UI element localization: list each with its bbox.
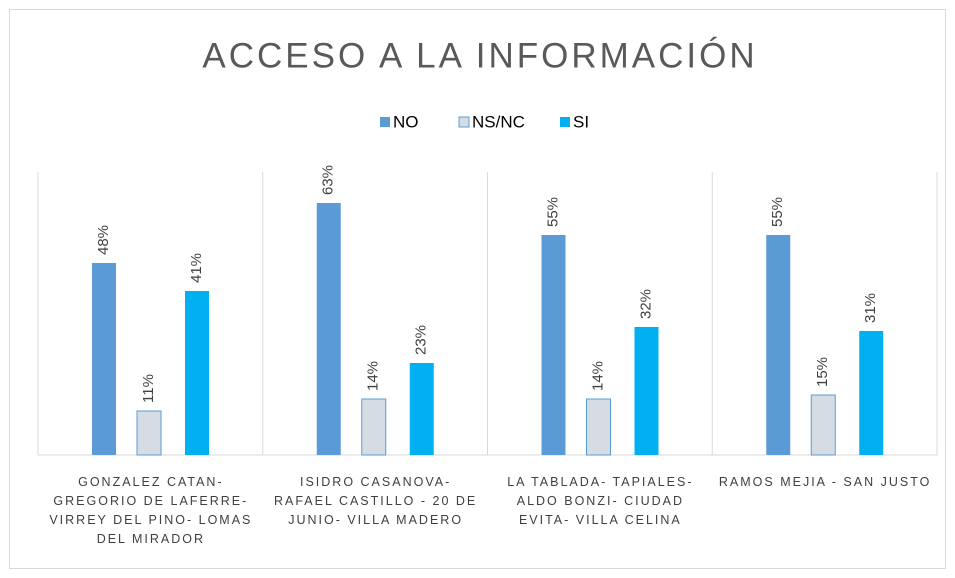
legend-swatch: [560, 117, 570, 127]
legend-label: SI: [573, 112, 589, 131]
legend-swatch: [458, 116, 470, 128]
bar: [859, 331, 884, 455]
bar: [409, 363, 434, 455]
legend-swatch: [380, 117, 390, 127]
data-label: 14%: [589, 361, 606, 391]
x-tick-label: RAMOS MEJIA - SAN JUSTO: [718, 475, 932, 489]
data-label: 14%: [365, 361, 382, 391]
bar: [634, 327, 659, 455]
bar: [766, 235, 791, 455]
data-label: 11%: [140, 374, 157, 403]
data-label: 48%: [95, 225, 112, 255]
bar: [92, 263, 116, 455]
data-label: 32%: [637, 289, 654, 319]
data-label: 55%: [769, 197, 786, 227]
data-label: 31%: [862, 293, 879, 323]
x-tick-label: GONZALEZ CATAN- GREGORIO DE LAFERRE- VIR…: [49, 475, 253, 546]
x-tick-label: LA TABLADA- TAPIALES- ALDO BONZI- CIUDAD…: [507, 475, 694, 527]
data-label: 15%: [814, 357, 831, 387]
x-tick-label: ISIDRO CASANOVA- RAFAEL CASTILLO - 20 DE…: [274, 475, 478, 527]
legend-label: NO: [393, 112, 419, 131]
bar: [316, 203, 341, 455]
data-label: 55%: [544, 197, 561, 227]
bar: [586, 398, 611, 456]
bar: [185, 291, 209, 455]
data-label: 41%: [188, 253, 205, 283]
chart-title: ACCESO A LA INFORMACIÓN: [202, 36, 757, 75]
data-label: 63%: [320, 165, 337, 195]
data-label: 23%: [413, 325, 430, 355]
bar: [810, 394, 836, 456]
bar: [136, 410, 162, 456]
legend-label: NS/NC: [472, 112, 525, 131]
bar: [541, 235, 566, 455]
bar: [361, 398, 387, 456]
